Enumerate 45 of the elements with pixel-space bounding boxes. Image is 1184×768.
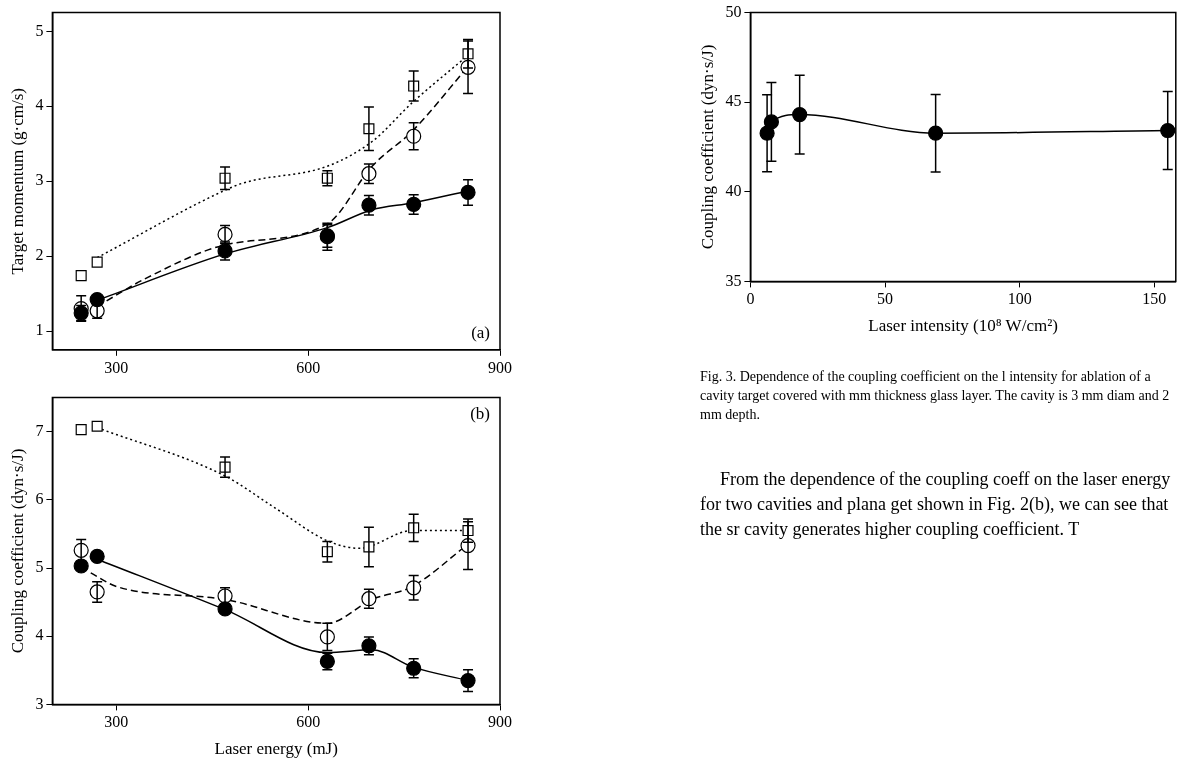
x-tick-label: 50 bbox=[877, 290, 894, 308]
x-tick-label: 300 bbox=[104, 713, 129, 731]
x-tick-label: 900 bbox=[488, 358, 512, 376]
point bbox=[89, 292, 105, 308]
x-tick-label: 150 bbox=[1142, 290, 1167, 308]
x-tick-label: 0 bbox=[746, 290, 755, 308]
y-tick-label: 1 bbox=[35, 321, 44, 339]
caption: Fig. 3. Dependence of the coupling coefficient on the l intensity for ablation of a cavity target covered with mm thickness glass layer. The cavity is 3 mm diam and 2 mm depth. bbox=[700, 368, 1171, 424]
x-tick-label: 900 bbox=[488, 713, 512, 731]
point bbox=[75, 424, 87, 436]
y-tick-label: 5 bbox=[35, 21, 44, 39]
point bbox=[406, 580, 422, 596]
y-axis-title: Coupling coefficient (dyn·s/J) bbox=[7, 448, 27, 654]
x-axis-title: Laser intensity (10⁸ W/cm²) bbox=[868, 316, 1058, 336]
y-tick-label: 35 bbox=[725, 271, 742, 289]
y-tick-label: 3 bbox=[35, 694, 44, 712]
annotation: (b) bbox=[470, 403, 490, 423]
y-tick-label: 3 bbox=[35, 171, 44, 189]
x-tick-label: 600 bbox=[296, 713, 321, 731]
y-tick-label: 4 bbox=[35, 626, 44, 644]
y-tick-label: 45 bbox=[725, 92, 742, 110]
y-tick-label: 7 bbox=[35, 421, 44, 439]
y-tick-label: 40 bbox=[725, 182, 742, 199]
point bbox=[89, 548, 105, 565]
annotation: (a) bbox=[471, 322, 490, 342]
text: From the dependence of the coupling coeff on the laser energy for two cavities and plana get shown in Fig. 2(b), we can see that the sr cavity generates higher coupling coefficient. T bbox=[700, 468, 1172, 541]
point bbox=[928, 125, 944, 141]
y-axis-title: Target momentum (g·cm/s) bbox=[7, 88, 27, 275]
x-tick-label: 300 bbox=[104, 358, 129, 376]
y-tick-label: 50 bbox=[725, 2, 742, 20]
y-tick-label: 6 bbox=[35, 490, 44, 508]
x-tick-label: 600 bbox=[296, 358, 321, 376]
point bbox=[406, 128, 422, 144]
point bbox=[319, 629, 335, 645]
y-tick-label: 2 bbox=[35, 246, 44, 264]
y-tick-label: 5 bbox=[35, 558, 44, 576]
y-axis-title: Coupling coefficient (dyn·s/J) bbox=[697, 44, 717, 250]
point bbox=[75, 270, 87, 282]
point bbox=[792, 106, 808, 123]
y-tick-label: 4 bbox=[35, 96, 44, 114]
x-axis-title: Laser energy (mJ) bbox=[214, 739, 338, 759]
point bbox=[91, 256, 103, 268]
point bbox=[91, 420, 103, 432]
point bbox=[1160, 122, 1176, 139]
x-tick-label: 100 bbox=[1007, 290, 1032, 308]
